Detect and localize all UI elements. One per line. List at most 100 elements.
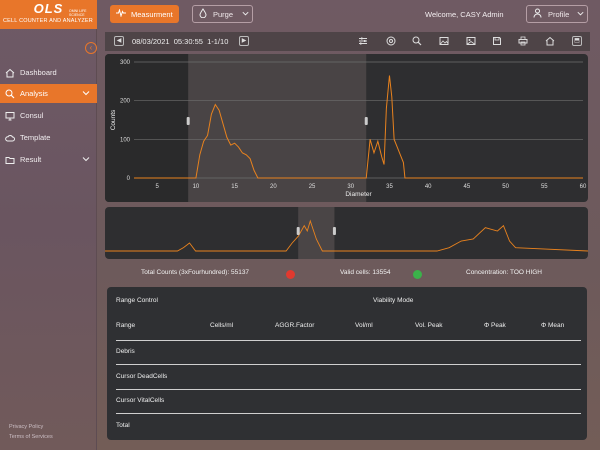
- x-tick-label: 60: [580, 184, 587, 190]
- x-tick-label: 20: [270, 184, 277, 190]
- print-icon: [518, 36, 528, 48]
- cursor-range-region: [298, 207, 335, 259]
- valid-cells-value: 13554: [372, 269, 391, 276]
- valid-status-indicator: [413, 270, 422, 279]
- concentration: Concentration: TOO HIGH: [466, 269, 542, 276]
- target-button[interactable]: [386, 36, 396, 46]
- sidebar-item-analysis[interactable]: Analysis: [0, 84, 97, 103]
- valid-cells: Valid cells: 13554: [340, 269, 390, 276]
- sidebar-item-template[interactable]: Template: [0, 128, 97, 147]
- cloud-icon: [5, 133, 15, 143]
- home-icon: [5, 68, 15, 78]
- divider: [116, 364, 581, 365]
- sidebar-item-dashboard[interactable]: Dashboard: [0, 63, 97, 82]
- export-button[interactable]: ⬒: [572, 36, 582, 46]
- table-row: Cursor VitalCells: [116, 397, 165, 404]
- x-tick-label: 35: [386, 184, 393, 190]
- folder-icon: [5, 155, 15, 165]
- total-status-indicator: [286, 270, 295, 279]
- profile-dropdown[interactable]: Profile: [526, 5, 588, 23]
- save-button[interactable]: [492, 36, 502, 46]
- cursor-range-region: [188, 54, 367, 202]
- x-tick-label: 50: [502, 184, 509, 190]
- results-table: Range Control Viability Mode Range Cells…: [107, 287, 587, 440]
- target-icon: [386, 36, 396, 48]
- chevron-down-icon: [81, 154, 91, 166]
- caret-left-icon: ◀: [116, 38, 122, 44]
- image-edit-icon: [466, 37, 476, 48]
- welcome-text: Welcome, CASY Admin: [425, 10, 504, 19]
- zoom-button[interactable]: [412, 36, 422, 46]
- y-tick-label: 0: [127, 176, 131, 182]
- viability-mode-title: Viability Mode: [373, 297, 414, 304]
- purge-label: Purge: [213, 9, 234, 19]
- record-date: 08/03/2021: [132, 37, 170, 46]
- zoom-icon: [412, 36, 422, 48]
- x-tick-label: 40: [425, 184, 432, 190]
- series-line: [105, 219, 588, 252]
- total-counts-label: Total Counts (3xFourhundred):: [141, 269, 230, 276]
- image-button[interactable]: [439, 36, 449, 46]
- caret-right-icon: ▶: [241, 38, 247, 44]
- cursor-handle: [186, 117, 190, 125]
- overview-svg: [105, 207, 588, 259]
- settings-sliders-button[interactable]: [358, 36, 368, 46]
- sliders-icon: [358, 37, 368, 48]
- y-axis-label: Counts: [110, 109, 117, 130]
- table-row: Debris: [116, 348, 135, 355]
- collapse-sidebar-button[interactable]: ‹: [85, 42, 97, 54]
- measurement-button[interactable]: Measurment: [110, 5, 179, 23]
- column-header: Range: [116, 322, 136, 329]
- histogram-chart[interactable]: 0 100 200 300 5 10 15 20 25 30 35 40 45 50 55 60 Diamete…: [105, 54, 588, 202]
- cursor-handle: [296, 227, 300, 235]
- privacy-policy-link[interactable]: Privacy Policy: [9, 424, 44, 430]
- sidebar-item-label: Consul: [20, 111, 44, 120]
- user-icon: [533, 8, 542, 20]
- x-tick-label: 25: [309, 184, 316, 190]
- app-logo: OLS OMNI LIFE SCIENCE CELL COUNTER AND A…: [0, 0, 97, 29]
- sidebar: OLS OMNI LIFE SCIENCE CELL COUNTER AND A…: [0, 0, 97, 450]
- total-counts: Total Counts (3xFourhundred): 55137: [141, 269, 249, 276]
- x-tick-label: 5: [156, 184, 160, 190]
- chevron-left-icon: ‹: [89, 43, 93, 52]
- drop-icon: [199, 8, 207, 20]
- column-header: Vol. Peak: [415, 322, 443, 329]
- print-button[interactable]: [518, 36, 528, 46]
- divider: [116, 413, 581, 414]
- valid-cells-label: Valid cells:: [340, 269, 371, 276]
- sidebar-item-label: Analysis: [20, 89, 48, 98]
- y-tick-label: 300: [120, 60, 131, 66]
- previous-record-button[interactable]: ◀: [114, 36, 124, 46]
- terms-of-service-link[interactable]: Terms of Services: [9, 434, 53, 440]
- sidebar-item-label: Result: [20, 155, 42, 164]
- record-range: 1-1/10: [207, 37, 229, 46]
- sidebar-item-result[interactable]: Result: [0, 150, 97, 169]
- x-axis-label: Diameter: [345, 191, 372, 198]
- purge-dropdown[interactable]: Purge: [192, 5, 253, 23]
- x-tick-label: 10: [193, 184, 200, 190]
- column-header: Cells/ml: [210, 322, 234, 329]
- image-edit-button[interactable]: [466, 36, 476, 46]
- home-view-button[interactable]: [545, 36, 555, 46]
- column-header: Vol/ml: [355, 322, 373, 329]
- sidebar-item-label: Dashboard: [20, 68, 57, 77]
- divider: [116, 340, 581, 341]
- chevron-down-icon: [81, 88, 91, 100]
- y-tick-label: 100: [120, 137, 131, 143]
- export-icon: ⬒: [574, 38, 580, 44]
- outside-region: [105, 54, 189, 202]
- next-record-button[interactable]: ▶: [239, 36, 249, 46]
- overview-chart[interactable]: [105, 207, 588, 259]
- table-row: Cursor DeadCells: [116, 373, 168, 380]
- concentration-label: Concentration:: [466, 269, 509, 276]
- measurement-label: Measurment: [131, 9, 173, 19]
- column-header: Φ Mean: [541, 322, 565, 329]
- brand-subtitle: OMNI LIFE SCIENCE: [69, 9, 87, 17]
- total-counts-value: 55137: [230, 269, 250, 276]
- monitor-icon: [5, 111, 15, 121]
- record-info: 08/03/2021 05:30:55 1-1/10: [132, 37, 228, 46]
- save-icon: [492, 37, 502, 48]
- x-tick-label: 55: [541, 184, 548, 190]
- column-header: AGGR.Factor: [275, 322, 315, 329]
- sidebar-item-consul[interactable]: Consul: [0, 106, 97, 125]
